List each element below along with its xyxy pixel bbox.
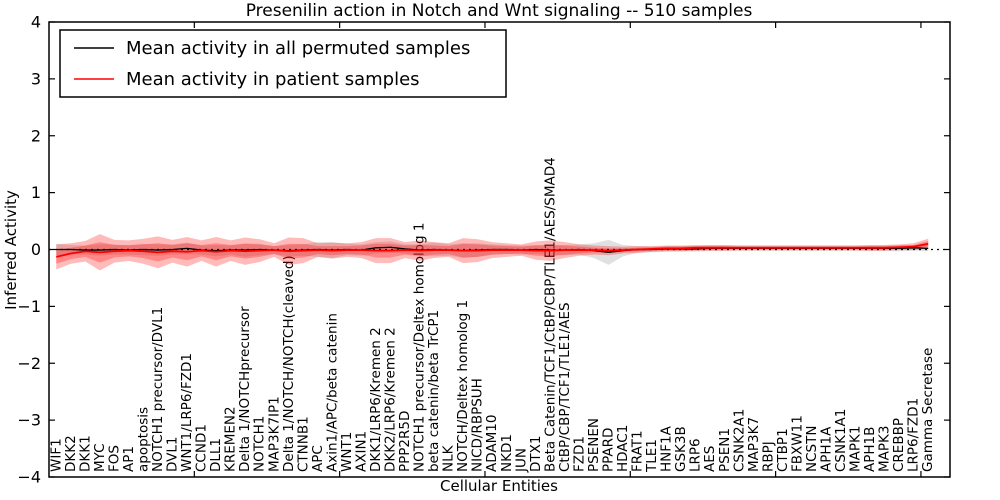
x-category-label: PSENEN: [586, 418, 602, 472]
x-category-label: FBXW11: [789, 415, 805, 472]
x-category-label: Delta 1/NOTCHprecursor: [237, 306, 253, 472]
x-category-label: GSK3B: [673, 426, 689, 472]
x-category-label: WNT1: [339, 432, 355, 472]
y-tick-label: 3: [31, 69, 41, 88]
x-category-label: NLK: [441, 444, 457, 472]
y-tick-label: −2: [17, 354, 41, 373]
x-category-label: DLL1: [208, 438, 224, 472]
x-category-label: CCND1: [194, 424, 210, 472]
x-category-label: MYC: [92, 443, 108, 472]
x-category-label: ADAM10: [484, 415, 500, 472]
x-category-label: CTBP1: [775, 428, 791, 472]
x-category-label: PPP2R5D: [397, 411, 413, 472]
legend-box: [59, 29, 507, 98]
x-category-label: NOTCH1: [252, 416, 268, 472]
y-tick-label: −1: [17, 297, 41, 316]
x-category-label: CSNK1A1: [833, 409, 849, 472]
x-category-label: PPARD: [600, 428, 616, 472]
x-category-label: Delta 1/NOTCH/NOTCH(cleaved): [281, 255, 297, 472]
y-axis-label: Inferred Activity: [2, 190, 20, 310]
x-category-label: AP1: [121, 446, 137, 472]
x-category-label: RBPJ: [760, 441, 776, 472]
legend-label-patient: Mean activity in patient samples: [126, 69, 420, 90]
x-category-label: DKK2: [63, 435, 79, 472]
x-category-label: DKK2/LRP6/Kremen 2: [383, 327, 399, 472]
x-category-label: FZD1: [571, 436, 587, 472]
x-category-label: HNF1A: [659, 425, 675, 472]
x-category-label: APH1A: [818, 426, 834, 472]
y-tick-label: −4: [17, 468, 41, 487]
x-category-label: DKK1/LRP6/Kremen 2: [368, 327, 384, 472]
x-category-label: WIF1: [48, 438, 64, 472]
x-category-label: Gamma Secretase: [920, 348, 936, 472]
x-category-label: beta catenin/beta TrCP1: [426, 310, 442, 472]
x-category-label: MAP3K7: [746, 417, 762, 472]
x-axis-label: Cellular Entities: [440, 477, 558, 495]
x-category-label: apoptosis: [135, 407, 151, 472]
x-category-label: HDAC1: [615, 425, 631, 472]
x-category-label: DTX1: [528, 436, 544, 472]
x-category-label: CSNK2A1: [731, 409, 747, 472]
x-category-label: WNT1/LRP6/FZD1: [179, 353, 195, 472]
x-category-label: MAPK1: [848, 426, 864, 472]
x-category-label: NCSTN: [804, 426, 820, 472]
x-category-label: NOTCH1 precursor/DVL1: [150, 307, 166, 472]
x-category-label: CREBBP: [891, 418, 907, 472]
legend-label-permuted: Mean activity in all permuted samples: [126, 38, 470, 59]
legend: Mean activity in all permuted samples Me…: [59, 29, 507, 98]
x-category-label: APC: [310, 445, 326, 472]
patient-mean-line: [56, 242, 929, 258]
x-category-label: LRP6/FZD1: [906, 398, 922, 472]
y-tick-label: 4: [31, 13, 41, 32]
x-category-label: Axin1/APC/beta catenin: [324, 313, 340, 472]
y-tick-label: 0: [31, 240, 41, 259]
x-category-label: NOTCH1 precursor/Deltex homolog 1: [412, 223, 428, 472]
x-category-label: AES: [702, 446, 718, 472]
x-category-label: MAPK3: [877, 426, 893, 472]
x-category-label: AXIN1: [353, 431, 369, 472]
permuted-std-band: [56, 239, 929, 265]
x-category-label: LRP6: [688, 438, 704, 472]
y-tick-label: −3: [17, 411, 41, 430]
x-category-label: NICD/RBPSUH: [470, 378, 486, 472]
patient-std-band-inner: [56, 240, 929, 264]
x-category-label: FOS: [106, 445, 122, 472]
x-category-label: Beta Catenin/TCF1/CtBP/CBP/TLE1/AES/SMAD…: [542, 157, 558, 472]
x-category-label: FRAT1: [630, 430, 646, 472]
x-category-label: JUN: [513, 448, 529, 473]
x-category-label: CtBP/CBP/TCF1/TLE1/AES: [557, 302, 573, 472]
x-category-label: DVL1: [165, 436, 181, 472]
patient-std-band-outer: [56, 234, 929, 271]
x-category-label: MAP3K7IP1: [266, 396, 282, 472]
y-tick-label: 2: [31, 126, 41, 145]
x-category-label: TLE1: [644, 439, 660, 473]
chart-title: Presenilin action in Notch and Wnt signa…: [246, 1, 753, 21]
x-category-label: DKK1: [77, 435, 93, 472]
x-category-label: NKD1: [499, 434, 515, 472]
y-tick-label: 1: [31, 183, 41, 202]
x-category-label: KREMEN2: [223, 406, 239, 472]
x-category-label: CTNNB1: [295, 416, 311, 472]
x-category-label: APH1B: [862, 427, 878, 472]
x-category-label: NOTCH/Deltex homolog 1: [455, 300, 471, 472]
x-category-label: PSEN1: [717, 428, 733, 472]
